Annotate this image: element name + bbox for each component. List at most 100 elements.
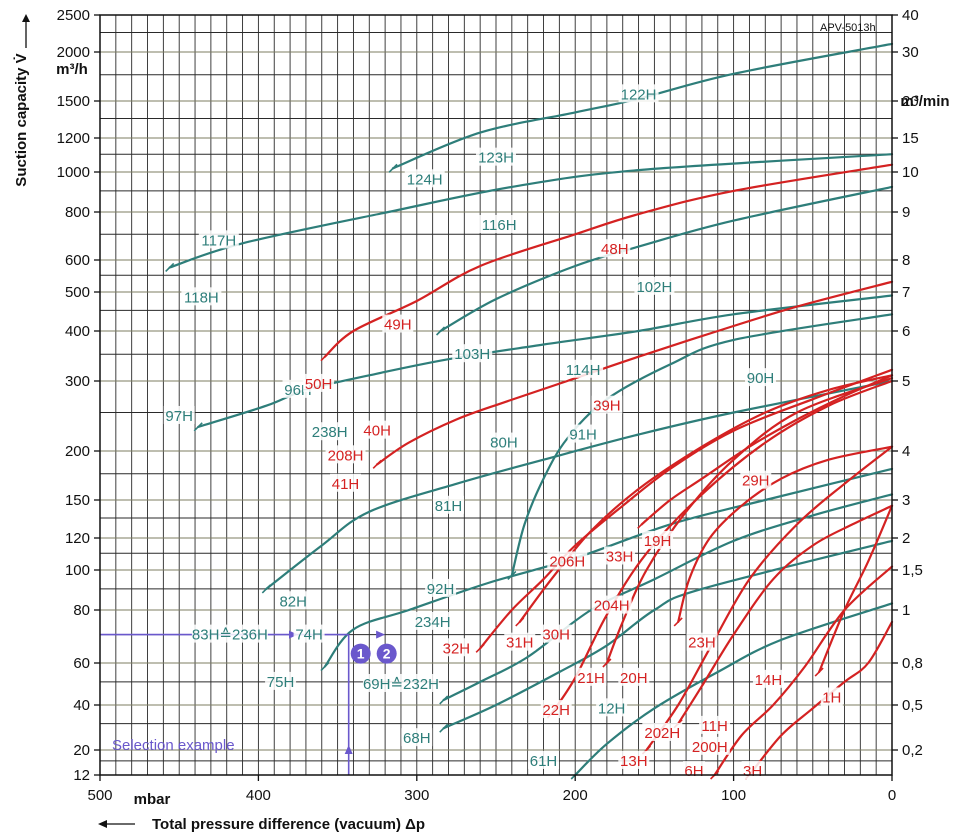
curve-label-92h: 92H	[427, 581, 455, 598]
y-right-tick-label: 0,2	[902, 742, 923, 759]
curve-label-30h: 30H	[542, 627, 570, 644]
y-right-tick-label: 15	[902, 130, 919, 147]
curve-labels: 122H123H124H117H116H48H102H118H49H103H11…	[163, 84, 843, 780]
curve-label-32h: 32H	[443, 640, 471, 657]
curve-label-backdrop	[604, 546, 636, 565]
curve-label-backdrop	[163, 405, 195, 424]
curve-label-11h: 11H	[701, 718, 727, 735]
curve-label-backdrop	[191, 624, 268, 643]
x-tick-label: 0	[888, 787, 896, 804]
curve-start-mark	[515, 617, 525, 627]
curve-label-backdrop	[452, 344, 493, 363]
curve-label-backdrop	[325, 445, 366, 464]
curve-1h	[818, 504, 894, 674]
curve-label-backdrop	[699, 715, 731, 734]
curve-label-69h232h: 69H≙232H	[363, 676, 439, 693]
curve-label-backdrop	[689, 736, 730, 755]
curve-label-31h: 31H	[506, 635, 534, 652]
y-right-tick-label: 9	[902, 204, 910, 221]
curve-label-backdrop	[567, 424, 599, 443]
y-right-tick-label: 3	[902, 492, 910, 509]
curve-label-103h: 103H	[454, 346, 490, 363]
curve-label-backdrop	[599, 239, 631, 258]
curve-label-20h: 20H	[620, 670, 648, 687]
curve-label-97h: 97H	[165, 408, 193, 425]
curve-label-backdrop	[540, 624, 572, 643]
y-right-tick-label: 2	[902, 530, 910, 547]
y-left-tick-label: 500	[65, 284, 90, 301]
curve-label-91h: 91H	[569, 427, 597, 444]
curve-label-74h: 74H	[295, 627, 323, 644]
curve-32h	[479, 368, 894, 650]
axis-ticks: 500 400 300 200 100 0250020001500120010008006…	[57, 7, 923, 804]
curve-label-12h: 12H	[598, 700, 626, 717]
curve-label-backdrop	[618, 667, 650, 686]
curve-label-102h: 102H	[636, 279, 672, 296]
curve-label-83h236h: 83H≙236H	[192, 627, 268, 644]
curve-label-114h: 114H	[566, 362, 601, 379]
curve-label-39h: 39H	[593, 398, 621, 415]
curve-label-backdrop	[198, 230, 239, 249]
curve-label-backdrop	[752, 669, 784, 688]
curve-start-mark	[435, 326, 446, 336]
selection-marker-2	[376, 643, 397, 664]
curve-label-backdrop	[432, 495, 464, 514]
curve-label-backdrop	[401, 728, 433, 747]
curve-label-backdrop	[265, 671, 297, 690]
curve-start-mark	[261, 584, 271, 594]
x-tick-label: 100	[721, 787, 746, 804]
curve-label-234h: 234H	[415, 614, 451, 631]
y-right-tick-label: 30	[902, 44, 919, 61]
curve-label-backdrop	[642, 530, 674, 549]
curve-label-backdrop	[425, 578, 457, 597]
curve-label-backdrop	[563, 359, 604, 378]
y-right-tick-label: 6	[902, 323, 910, 340]
curve-label-61h: 61H	[530, 753, 558, 770]
curve-label-48h: 48H	[601, 241, 629, 258]
curve-label-backdrop	[686, 632, 718, 651]
curve-label-200h: 200H	[692, 739, 728, 756]
y-right-tick-label: 40	[902, 7, 919, 24]
curve-label-backdrop	[596, 698, 628, 717]
curve-label-backdrop	[634, 276, 675, 295]
curve-label-backdrop	[330, 473, 362, 492]
curve-label-116h: 116H	[482, 217, 517, 234]
curve-61h	[574, 602, 894, 777]
curve-20h	[605, 377, 894, 665]
curve-label-208h: 208H	[328, 447, 364, 464]
curve-label-122h: 122H	[621, 86, 657, 103]
curve-118h	[168, 153, 894, 269]
x-axis-title: Total pressure difference (vacuum) Δp	[152, 816, 425, 833]
x-tick-label: 200	[563, 787, 588, 804]
curve-label-202h: 202H	[644, 725, 680, 742]
figure-code: APV-5013h	[820, 22, 876, 34]
curve-label-19h: 19H	[644, 533, 672, 550]
y-left-tick-label: 1500	[57, 93, 90, 110]
curve-label-backdrop	[277, 591, 309, 610]
curve-label-backdrop	[479, 215, 520, 234]
curve-label-backdrop	[745, 368, 777, 387]
curve-label-backdrop	[412, 611, 453, 630]
curve-label-3h: 3H	[743, 763, 762, 780]
y-left-tick-label: 400	[65, 323, 90, 340]
curve-label-backdrop	[591, 595, 632, 614]
y-right-tick-label: 0,8	[902, 655, 923, 672]
y-left-tick-label: 1200	[57, 130, 90, 147]
selection-marker-text: 2	[383, 646, 391, 662]
curve-label-117h: 117H	[201, 232, 236, 249]
curve-124h	[391, 42, 894, 170]
curve-start-mark	[637, 519, 647, 529]
curve-label-123h: 123H	[478, 150, 514, 167]
curve-label-21h: 21H	[577, 670, 605, 687]
curve-33h	[640, 374, 894, 526]
plot-frame	[99, 14, 893, 776]
curve-start-mark	[814, 667, 824, 677]
curve-label-41h: 41H	[332, 476, 360, 493]
y-right-tick-label: 8	[902, 252, 910, 269]
curve-label-backdrop	[362, 673, 439, 692]
y-left-tick-label: 100	[65, 562, 90, 579]
curve-label-backdrop	[303, 373, 335, 392]
y-left-tick-label: 150	[65, 492, 90, 509]
y-right-tick-label: 4	[902, 443, 910, 460]
x-tick-label: 300	[404, 787, 429, 804]
